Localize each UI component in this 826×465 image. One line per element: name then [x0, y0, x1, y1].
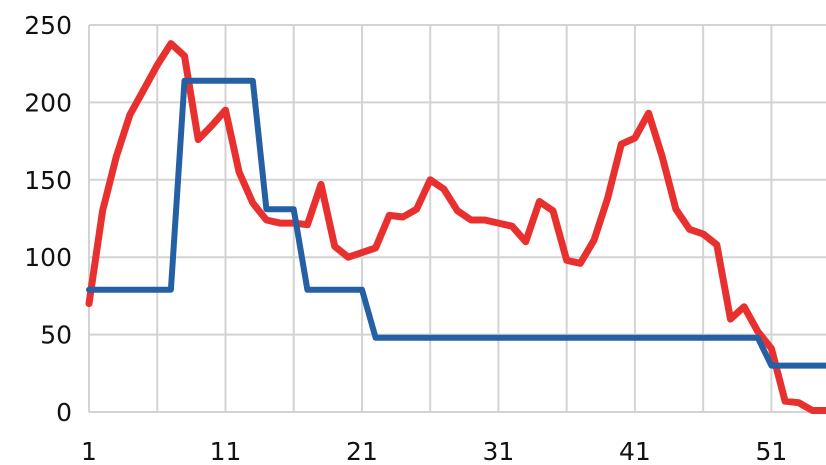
- grid-layer: [88, 24, 826, 413]
- blue-series-line: [86, 77, 826, 369]
- y-tick-label: 100: [24, 243, 72, 272]
- x-tick-label: 31: [483, 437, 515, 465]
- x-tick-label: 21: [346, 437, 378, 465]
- y-tick-label: 200: [24, 88, 72, 117]
- x-tick-label: 41: [619, 437, 651, 465]
- x-tick-label: 51: [756, 437, 788, 465]
- series-layer: [85, 40, 826, 414]
- y-tick-label: 250: [24, 11, 72, 40]
- red-series-line: [85, 40, 826, 414]
- y-tick-label: 150: [24, 166, 72, 195]
- x-tick-label: 1: [81, 437, 97, 465]
- x-tick-label: 11: [210, 437, 242, 465]
- y-tick-label: 50: [40, 321, 72, 350]
- y-tick-label: 0: [56, 398, 72, 427]
